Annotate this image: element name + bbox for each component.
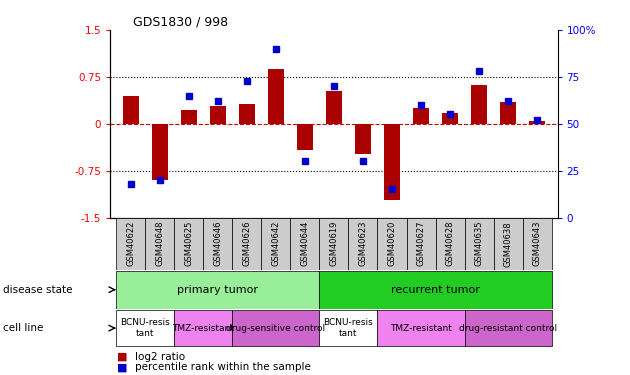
Bar [500,102,516,124]
FancyBboxPatch shape [464,310,552,346]
Text: GSM40635: GSM40635 [474,221,484,267]
Text: percentile rank within the sample: percentile rank within the sample [135,363,311,372]
Text: drug-sensitive control: drug-sensitive control [226,324,325,333]
FancyBboxPatch shape [116,271,319,309]
FancyBboxPatch shape [261,217,290,270]
Text: GSM40620: GSM40620 [387,221,396,266]
Bar [297,124,313,150]
Text: primary tumor: primary tumor [177,285,258,295]
FancyBboxPatch shape [145,217,174,270]
Text: TMZ-resistant: TMZ-resistant [390,324,452,333]
FancyBboxPatch shape [377,217,406,270]
Text: BCNU-resis
tant: BCNU-resis tant [324,318,374,338]
Text: drug-resistant control: drug-resistant control [459,324,558,333]
FancyBboxPatch shape [232,310,319,346]
Bar [384,124,400,200]
Text: recurrent tumor: recurrent tumor [391,285,480,295]
FancyBboxPatch shape [377,310,464,346]
Text: GSM40623: GSM40623 [358,221,367,267]
Text: GSM40625: GSM40625 [184,221,193,266]
FancyBboxPatch shape [464,217,494,270]
Bar [210,106,226,124]
Text: GSM40619: GSM40619 [329,221,338,266]
Text: TMZ-resistant: TMZ-resistant [172,324,234,333]
Text: GDS1830 / 998: GDS1830 / 998 [133,16,227,29]
Text: GSM40644: GSM40644 [301,221,309,266]
Bar [471,85,487,124]
Text: GSM40643: GSM40643 [533,221,542,267]
Bar [268,69,284,124]
Bar [152,124,168,180]
FancyBboxPatch shape [319,271,552,309]
FancyBboxPatch shape [319,217,348,270]
Text: GSM40622: GSM40622 [126,221,135,266]
Text: BCNU-resis
tant: BCNU-resis tant [120,318,170,338]
Bar [181,110,197,124]
FancyBboxPatch shape [319,310,377,346]
FancyBboxPatch shape [203,217,232,270]
Bar [529,121,545,124]
Bar [413,108,429,124]
Bar [239,104,255,124]
Bar [442,112,458,124]
FancyBboxPatch shape [435,217,464,270]
Text: log2 ratio: log2 ratio [135,352,186,362]
FancyBboxPatch shape [494,217,523,270]
Bar [326,91,342,124]
Text: GSM40627: GSM40627 [416,221,425,267]
Text: GSM40626: GSM40626 [243,221,251,267]
FancyBboxPatch shape [232,217,261,270]
Text: cell line: cell line [3,323,43,333]
Text: ■: ■ [117,363,127,372]
Text: GSM40646: GSM40646 [213,221,222,267]
FancyBboxPatch shape [290,217,319,270]
Text: GSM40638: GSM40638 [503,221,513,267]
FancyBboxPatch shape [116,310,174,346]
Bar [123,96,139,124]
Bar [355,124,371,154]
Text: GSM40628: GSM40628 [445,221,455,267]
FancyBboxPatch shape [174,310,232,346]
FancyBboxPatch shape [174,217,203,270]
Text: disease state: disease state [3,285,72,295]
Text: GSM40648: GSM40648 [155,221,164,267]
FancyBboxPatch shape [523,217,552,270]
FancyBboxPatch shape [406,217,435,270]
Text: GSM40642: GSM40642 [272,221,280,266]
Text: ■: ■ [117,352,127,362]
FancyBboxPatch shape [116,217,145,270]
FancyBboxPatch shape [348,217,377,270]
